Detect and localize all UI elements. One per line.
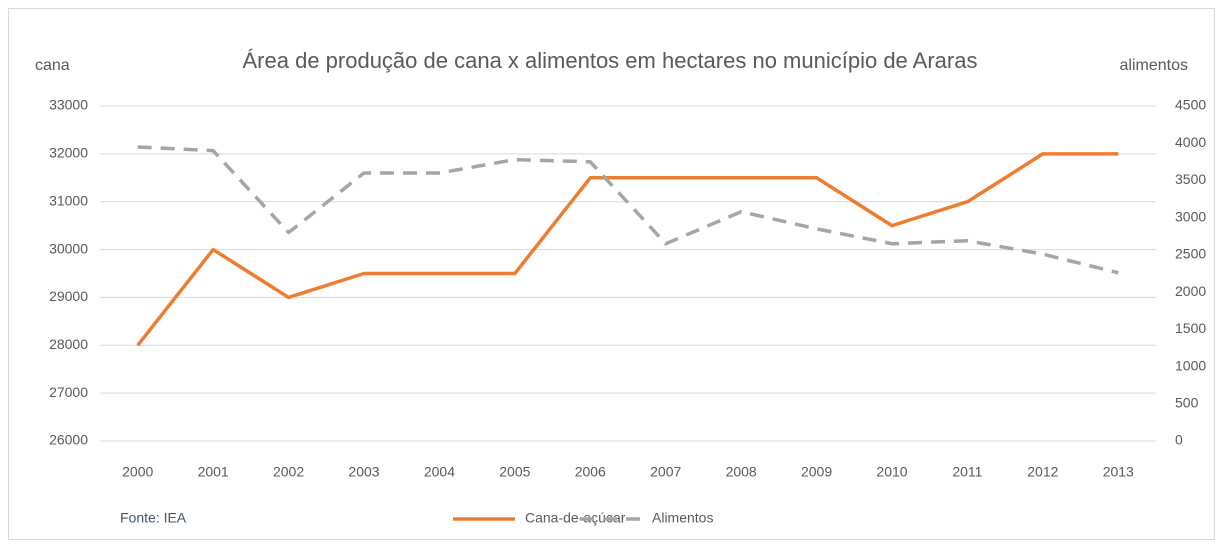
y-tick-label: 28000 [49,336,88,352]
legend-label: Cana-de-açúcar [525,510,626,526]
y2-tick-label: 2500 [1175,246,1206,262]
x-tick-label: 2004 [424,464,455,480]
y2-tick-label: 2000 [1175,283,1206,299]
y2-tick-label: 4500 [1175,97,1206,113]
x-tick-label: 2000 [122,464,153,480]
x-tick-label: 2011 [952,464,982,480]
x-tick-label: 2007 [650,464,681,480]
x-tick-label: 2008 [726,464,757,480]
y2-tick-label: 3500 [1175,171,1206,187]
x-tick-label: 2006 [575,464,606,480]
y-tick-label: 31000 [49,192,88,208]
x-tick-label: 2001 [198,464,229,480]
chart-title: Área de produção de cana x alimentos em … [243,48,978,73]
chart-border [8,8,1215,540]
y-tick-label: 27000 [49,384,88,400]
line-series [136,152,1119,347]
x-tick-label: 2012 [1027,464,1058,480]
y-tick-label: 33000 [49,97,88,113]
y2-axis-title: alimentos [1120,57,1188,74]
y-tick-label: 26000 [49,432,88,448]
y-tick-label: 30000 [49,240,88,256]
y2-tick-label: 4000 [1175,134,1206,150]
y2-tick-label: 0 [1175,432,1183,448]
x-tick-label: 2013 [1103,464,1134,480]
x-tick-label: 2009 [801,464,832,480]
y-axis-title: cana [35,57,70,74]
x-tick-label: 2003 [348,464,379,480]
y2-tick-label: 500 [1175,394,1199,410]
source-note: Fonte: IEA [120,510,187,526]
y2-tick-label: 1500 [1175,320,1206,336]
y2-tick-label: 3000 [1175,208,1206,224]
line-series [137,145,1119,275]
x-tick-label: 2005 [499,464,530,480]
y-tick-label: 29000 [49,288,88,304]
y-tick-label: 32000 [49,145,88,161]
x-tick-label: 2002 [273,464,304,480]
x-tick-label: 2010 [876,464,907,480]
legend-label: Alimentos [652,510,713,526]
y2-tick-label: 1000 [1175,357,1206,373]
